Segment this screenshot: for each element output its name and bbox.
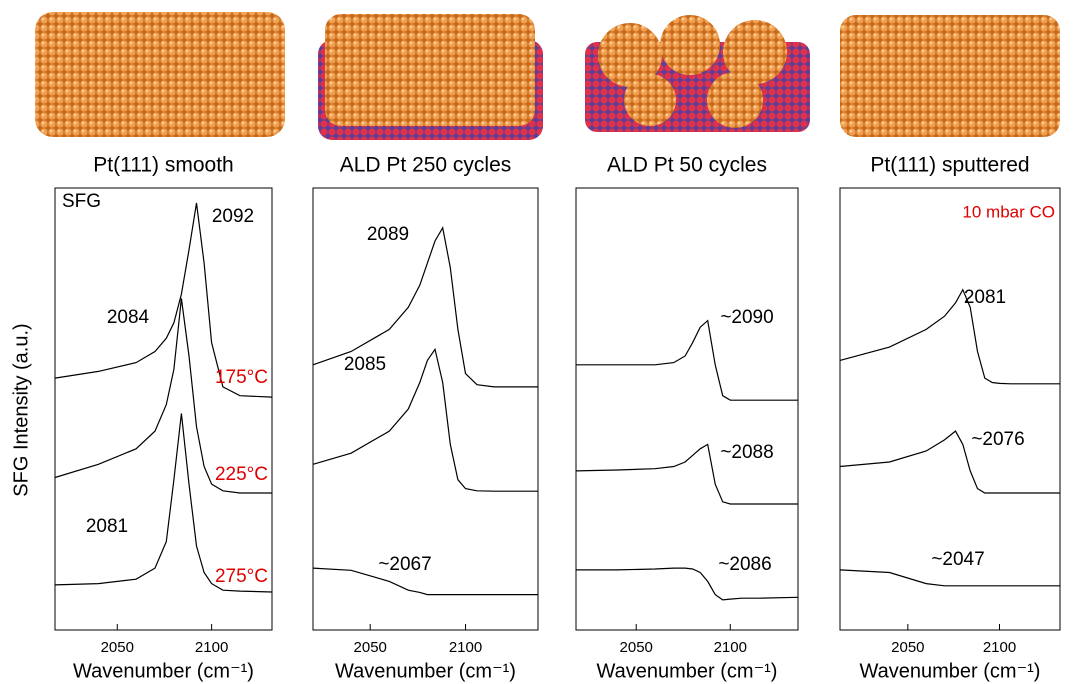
x-axis-label: Wavenumber (cm⁻¹) bbox=[860, 660, 1041, 682]
annotation: ~2088 bbox=[720, 442, 773, 463]
plot-frame bbox=[54, 187, 273, 631]
spectrum-line bbox=[312, 226, 538, 388]
plot-frame bbox=[839, 187, 1061, 631]
y-axis-label: SFG Intensity (a.u.) bbox=[10, 323, 32, 496]
x-tick-label: 2100 bbox=[449, 639, 482, 656]
x-tick-label: 2050 bbox=[620, 639, 653, 656]
x-tick-label: 2100 bbox=[983, 639, 1016, 656]
x-axis-label: Wavenumber (cm⁻¹) bbox=[597, 660, 778, 682]
annotation: 2084 bbox=[107, 307, 150, 328]
x-tick-label: 2100 bbox=[714, 639, 747, 656]
panel-title: ALD Pt 250 cycles bbox=[340, 154, 512, 177]
plot-frame bbox=[312, 187, 539, 631]
spectrum-line bbox=[575, 443, 798, 505]
x-axis-label: Wavenumber (cm⁻¹) bbox=[73, 660, 254, 682]
spectrum-line bbox=[839, 430, 1060, 494]
x-tick-label: 2050 bbox=[101, 639, 134, 656]
annotation: 2089 bbox=[367, 224, 409, 245]
spectrum-line bbox=[839, 569, 1060, 587]
annotation: 10 mbar CO bbox=[962, 202, 1055, 221]
x-axis-label: Wavenumber (cm⁻¹) bbox=[335, 660, 516, 682]
temperature-label: 225°C bbox=[215, 464, 268, 485]
annotation: ~2047 bbox=[931, 549, 984, 570]
temperature-label: 275°C bbox=[215, 566, 268, 587]
annotation: ~2086 bbox=[718, 554, 771, 575]
annotation: ~2090 bbox=[720, 307, 773, 328]
x-tick-label: 2050 bbox=[354, 639, 387, 656]
x-tick-label: 2100 bbox=[195, 639, 228, 656]
spectrum-line bbox=[54, 202, 273, 398]
spectrum-line bbox=[54, 413, 273, 593]
spectrum-line bbox=[839, 288, 1060, 385]
annotation: ~2076 bbox=[971, 429, 1024, 450]
panel-title: ALD Pt 50 cycles bbox=[607, 154, 767, 177]
annotation: 2085 bbox=[344, 354, 386, 375]
x-tick-label: 2050 bbox=[891, 639, 924, 656]
spectrum-line bbox=[576, 319, 798, 401]
annotation: 2081 bbox=[964, 287, 1006, 308]
annotation: ~2067 bbox=[378, 554, 431, 575]
panel-title: Pt(111) smooth bbox=[93, 154, 233, 177]
spectrum-line bbox=[576, 567, 799, 601]
spectrum-line bbox=[54, 298, 272, 494]
structure-images bbox=[35, 12, 1060, 140]
spectrum-line bbox=[312, 347, 538, 492]
temperature-label: 175°C bbox=[215, 367, 268, 388]
annotation: SFG bbox=[62, 191, 101, 212]
annotation: 2081 bbox=[86, 516, 128, 537]
annotation: 2092 bbox=[212, 206, 254, 227]
panel-title: Pt(111) sputtered bbox=[870, 154, 1029, 177]
plot-frame bbox=[575, 187, 799, 631]
spectrum-line bbox=[312, 567, 538, 596]
